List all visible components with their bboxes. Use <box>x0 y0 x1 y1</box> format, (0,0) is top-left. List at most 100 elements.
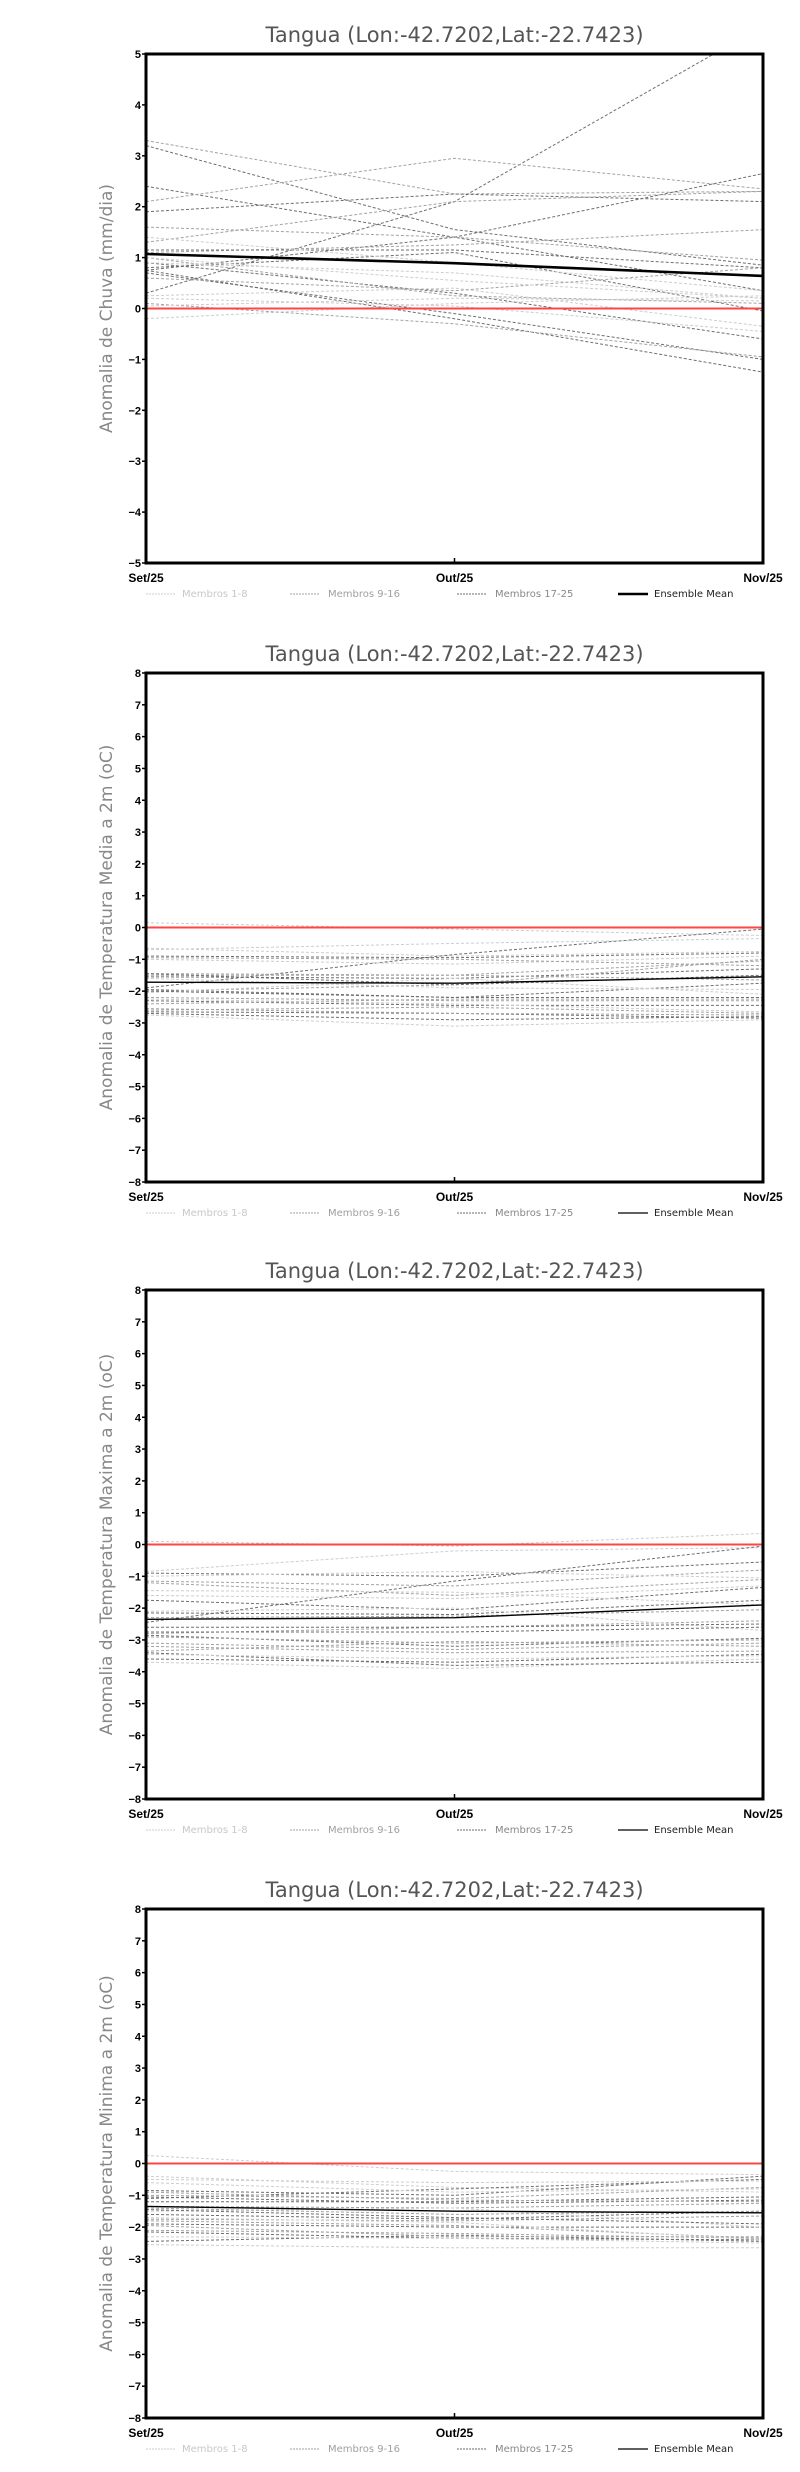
member-line-18 <box>146 974 763 981</box>
member-line-24 <box>146 957 763 967</box>
legend-label: Membros 17-25 <box>495 2444 573 2455</box>
y-tick-label: 4 <box>135 1412 142 1424</box>
member-line-19 <box>146 287 763 327</box>
x-tick-label: Out/25 <box>436 1190 474 1204</box>
y-tick-label: −3 <box>128 1635 141 1647</box>
legend-label: Membros 1-8 <box>182 589 248 600</box>
member-line-23 <box>146 1626 763 1633</box>
member-line-7 <box>146 1579 763 1596</box>
x-tick-label: Nov/25 <box>743 1190 783 1204</box>
ensemble-mean-line <box>146 976 763 984</box>
y-tick-label: 1 <box>135 253 141 265</box>
member-line-22 <box>146 998 763 1013</box>
y-tick-label: 7 <box>135 1317 141 1329</box>
y-tick-label: 5 <box>135 49 141 61</box>
member-line-5 <box>146 960 763 976</box>
member-line-19 <box>146 2182 763 2193</box>
member-line-16 <box>146 2225 763 2238</box>
y-tick-label: 6 <box>135 732 141 744</box>
legend-label: Ensemble Mean <box>654 589 733 600</box>
y-axis-label: Anomalia de Temperatura Maxima a 2m (oC) <box>97 1354 117 1736</box>
member-line-18 <box>146 1609 763 1619</box>
member-line-3 <box>146 1561 763 1577</box>
y-tick-label: 1 <box>135 2127 141 2139</box>
y-axis-label: Anomalia de Temperatura Minima a 2m (oC) <box>97 1975 117 2352</box>
member-line-12 <box>146 251 763 312</box>
x-tick-label: Set/25 <box>128 571 164 585</box>
y-tick-label: −3 <box>128 1018 141 1030</box>
chart-panel-3: Tangua (Lon:-42.7202,Lat:-22.7423) Anomal… <box>97 1259 783 1836</box>
member-line-7 <box>146 958 763 992</box>
y-tick-label: 3 <box>135 827 141 839</box>
x-tick-label: Nov/25 <box>743 1807 783 1821</box>
legend: Membros 1-8 Membros 9-16 Membros 17-25 Ense… <box>146 1825 733 1836</box>
member-line-6 <box>146 1586 763 1611</box>
member-line-8 <box>146 2210 763 2220</box>
member-line-22 <box>146 2236 763 2244</box>
y-tick-label: −7 <box>128 1762 141 1774</box>
member-line-14 <box>146 269 763 373</box>
y-tick-label: −2 <box>128 986 141 998</box>
series-group <box>146 922 763 1027</box>
member-line-4 <box>146 928 763 989</box>
legend-label: Membros 1-8 <box>182 1208 248 1219</box>
member-line-23 <box>146 990 763 998</box>
member-line-15 <box>146 1607 763 1631</box>
member-line-14 <box>146 1590 763 1606</box>
y-tick-label: −5 <box>128 1082 141 1094</box>
member-line-16 <box>146 257 763 304</box>
member-line-1 <box>146 2155 763 2176</box>
member-line-20 <box>146 2196 763 2204</box>
member-line-17 <box>146 1011 763 1019</box>
member-line-14 <box>146 2178 763 2184</box>
member-line-11 <box>146 249 763 269</box>
x-tick-label: Set/25 <box>128 1807 164 1821</box>
chart-title: Tangua (Lon:-42.7202,Lat:-22.7423) <box>264 642 643 666</box>
chart-panel-4: Tangua (Lon:-42.7202,Lat:-22.7423) Anomal… <box>97 1878 783 2455</box>
y-tick-label: 5 <box>135 763 141 775</box>
y-axis-label: Anomalia de Chuva (mm/dia) <box>97 184 117 433</box>
member-line-13 <box>146 272 763 360</box>
chart-title: Tangua (Lon:-42.7202,Lat:-22.7423) <box>264 23 643 47</box>
legend-label: Membros 1-8 <box>182 2444 248 2455</box>
x-tick-label: Nov/25 <box>743 571 783 585</box>
y-tick-label: −1 <box>128 2190 141 2202</box>
member-line-15 <box>146 262 763 340</box>
chart-panel-2: Tangua (Lon:-42.7202,Lat:-22.7423) Anomal… <box>97 642 783 1219</box>
y-tick-label: −6 <box>128 1113 141 1125</box>
member-line-2 <box>146 947 763 957</box>
x-tick-label: Set/25 <box>128 2426 164 2440</box>
member-line-2 <box>146 145 763 266</box>
member-line-2 <box>146 2175 763 2193</box>
member-line-24 <box>146 2191 763 2203</box>
member-line-6 <box>146 193 763 213</box>
member-line-15 <box>146 977 763 995</box>
y-tick-label: −2 <box>128 2222 141 2234</box>
member-line-18 <box>146 262 763 299</box>
legend-label: Membros 9-16 <box>328 589 400 600</box>
member-line-8 <box>146 226 763 261</box>
member-line-21 <box>146 2220 763 2239</box>
member-line-5 <box>146 1569 763 1587</box>
legend-label: Membros 9-16 <box>328 1208 400 1219</box>
series-group <box>146 54 763 373</box>
member-line-3 <box>146 952 763 959</box>
member-line-16 <box>146 998 763 1005</box>
y-tick-label: −2 <box>128 1603 141 1615</box>
y-tick-label: −5 <box>128 1699 141 1711</box>
y-tick-label: 2 <box>135 2095 141 2107</box>
member-line-8 <box>146 1599 763 1616</box>
member-line-1 <box>146 1532 763 1547</box>
y-tick-label: 6 <box>135 1968 141 1980</box>
member-line-17 <box>146 236 763 292</box>
x-tick-label: Out/25 <box>436 1807 474 1821</box>
y-tick-label: 4 <box>135 795 142 807</box>
y-axis-label: Anomalia de Temperatura Media a 2m (oC) <box>97 745 117 1111</box>
member-line-3 <box>146 2175 763 2196</box>
member-line-2 <box>146 1547 763 1572</box>
x-tick-label: Out/25 <box>436 571 474 585</box>
y-tick-label: 8 <box>135 1904 141 1916</box>
legend-label: Membros 17-25 <box>495 589 573 600</box>
member-line-24 <box>146 267 763 292</box>
y-tick-label: 3 <box>135 2063 141 2075</box>
